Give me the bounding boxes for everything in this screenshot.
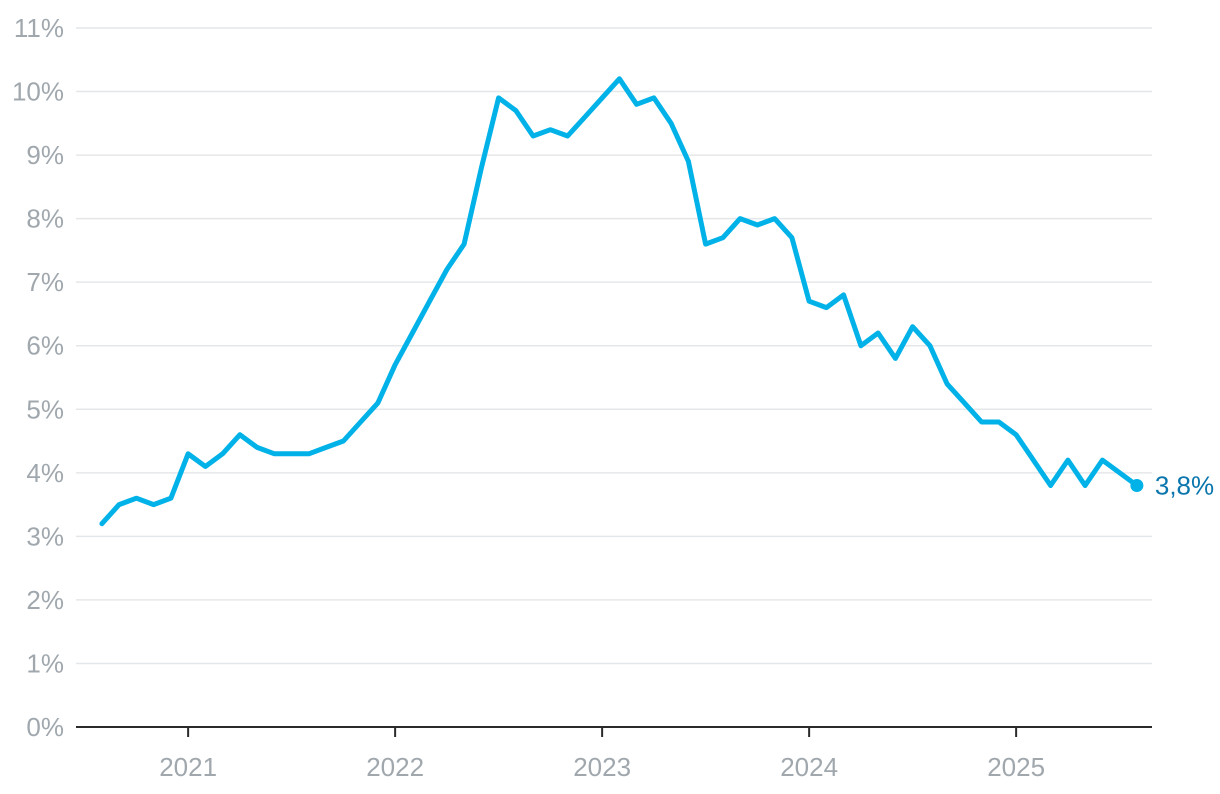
y-tick-label: 6% — [26, 331, 64, 361]
y-tick-label: 3% — [26, 521, 64, 551]
end-point-marker — [1130, 479, 1144, 493]
gridlines — [76, 27, 1152, 665]
y-tick-label: 11% — [14, 13, 64, 43]
end-marker-group: 3,8% — [1130, 471, 1214, 501]
y-tick-label: 0% — [26, 712, 64, 742]
x-tick-label: 2024 — [780, 752, 838, 782]
y-tick-label: 7% — [26, 267, 64, 297]
y-tick-label: 4% — [26, 458, 64, 488]
x-tick-label: 2023 — [573, 752, 631, 782]
y-tick-label: 2% — [26, 585, 64, 615]
end-value-label: 3,8% — [1155, 471, 1214, 501]
y-tick-label: 10% — [12, 77, 64, 107]
x-axis: 2021 2022 2023 2024 2025 — [76, 726, 1152, 782]
y-tick-label: 9% — [26, 140, 64, 170]
series-group — [99, 76, 1140, 527]
x-tick-label: 2022 — [366, 752, 424, 782]
x-tick-label: 2025 — [987, 752, 1045, 782]
x-tick-label: 2021 — [159, 752, 217, 782]
y-tick-label: 5% — [26, 394, 64, 424]
y-tick-label: 8% — [26, 204, 64, 234]
y-axis-ticks: 0% 1% 2% 3% 4% 5% 6% 7% 8% 9% 10% 11% — [12, 13, 64, 742]
series-line — [99, 76, 1140, 527]
y-tick-label: 1% — [26, 648, 64, 678]
